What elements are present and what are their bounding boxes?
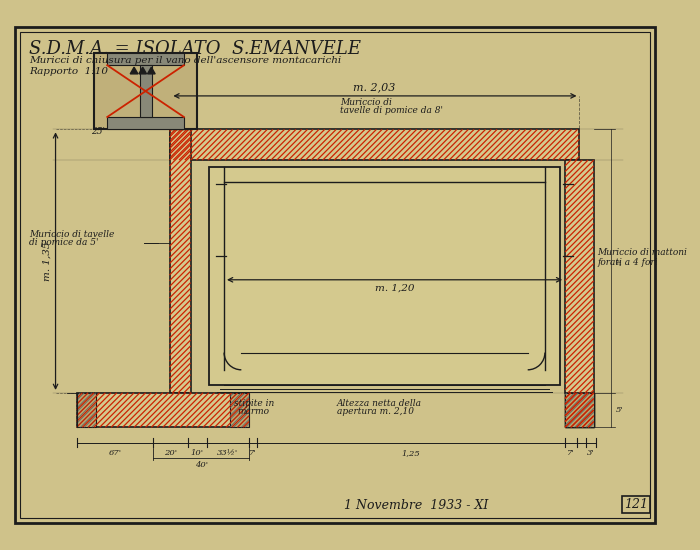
- Bar: [622, 496, 650, 514]
- Bar: [565, 160, 594, 393]
- Bar: [565, 393, 594, 427]
- Text: 3': 3': [616, 257, 624, 265]
- Text: apertura m. 2,10: apertura m. 2,10: [337, 407, 414, 416]
- Text: 5': 5': [616, 406, 624, 414]
- Text: 1,25: 1,25: [402, 449, 420, 457]
- Text: 7': 7': [567, 449, 575, 457]
- Bar: [230, 393, 249, 427]
- Text: 10': 10': [191, 449, 204, 457]
- Polygon shape: [130, 67, 138, 74]
- Bar: [171, 129, 580, 160]
- Text: S.D.M.A. = ISOLATO  S.EMANVELE: S.D.M.A. = ISOLATO S.EMANVELE: [29, 40, 360, 58]
- Polygon shape: [139, 67, 146, 74]
- Polygon shape: [148, 67, 155, 74]
- Bar: [565, 393, 594, 427]
- Text: Muriccio di tavelle: Muriccio di tavelle: [29, 229, 114, 239]
- Bar: [76, 393, 96, 427]
- Text: 67': 67': [108, 449, 121, 457]
- Text: 40': 40': [195, 461, 208, 469]
- Bar: [169, 129, 190, 393]
- Text: m. 1,35: m. 1,35: [43, 242, 52, 282]
- Text: 7': 7': [249, 449, 257, 457]
- Bar: [76, 393, 249, 427]
- Text: di pomice da 5': di pomice da 5': [29, 238, 98, 248]
- Bar: [169, 53, 190, 129]
- Bar: [107, 53, 184, 65]
- Text: 33½': 33½': [218, 449, 239, 457]
- Text: 20': 20': [164, 449, 177, 457]
- Text: 1 Novembre  1933 - XI: 1 Novembre 1933 - XI: [344, 499, 489, 512]
- Text: Muriccio di mattoni: Muriccio di mattoni: [598, 249, 687, 257]
- Text: tavelle di pomice da 8': tavelle di pomice da 8': [340, 106, 443, 115]
- Text: stipite in: stipite in: [234, 399, 274, 408]
- Bar: [107, 117, 184, 129]
- Text: marmo: marmo: [238, 407, 270, 416]
- Text: Altezza netta della: Altezza netta della: [337, 399, 422, 408]
- Text: m. 1,20: m. 1,20: [374, 284, 414, 293]
- Text: m. 2,03: m. 2,03: [354, 82, 395, 92]
- Text: Rapporto  1:10: Rapporto 1:10: [29, 67, 108, 76]
- Bar: [565, 393, 594, 427]
- Bar: [94, 53, 197, 129]
- Text: Muriccio di: Muriccio di: [340, 98, 392, 107]
- Bar: [140, 65, 153, 117]
- Text: Muricci di chiusura per il vano dell'ascensore montacarichi: Muricci di chiusura per il vano dell'asc…: [29, 56, 341, 65]
- Text: forati a 4 fori: forati a 4 fori: [598, 258, 658, 267]
- Text: 121: 121: [624, 498, 648, 512]
- Text: 25': 25': [91, 127, 105, 136]
- Text: 3': 3': [587, 449, 595, 457]
- Bar: [209, 167, 560, 385]
